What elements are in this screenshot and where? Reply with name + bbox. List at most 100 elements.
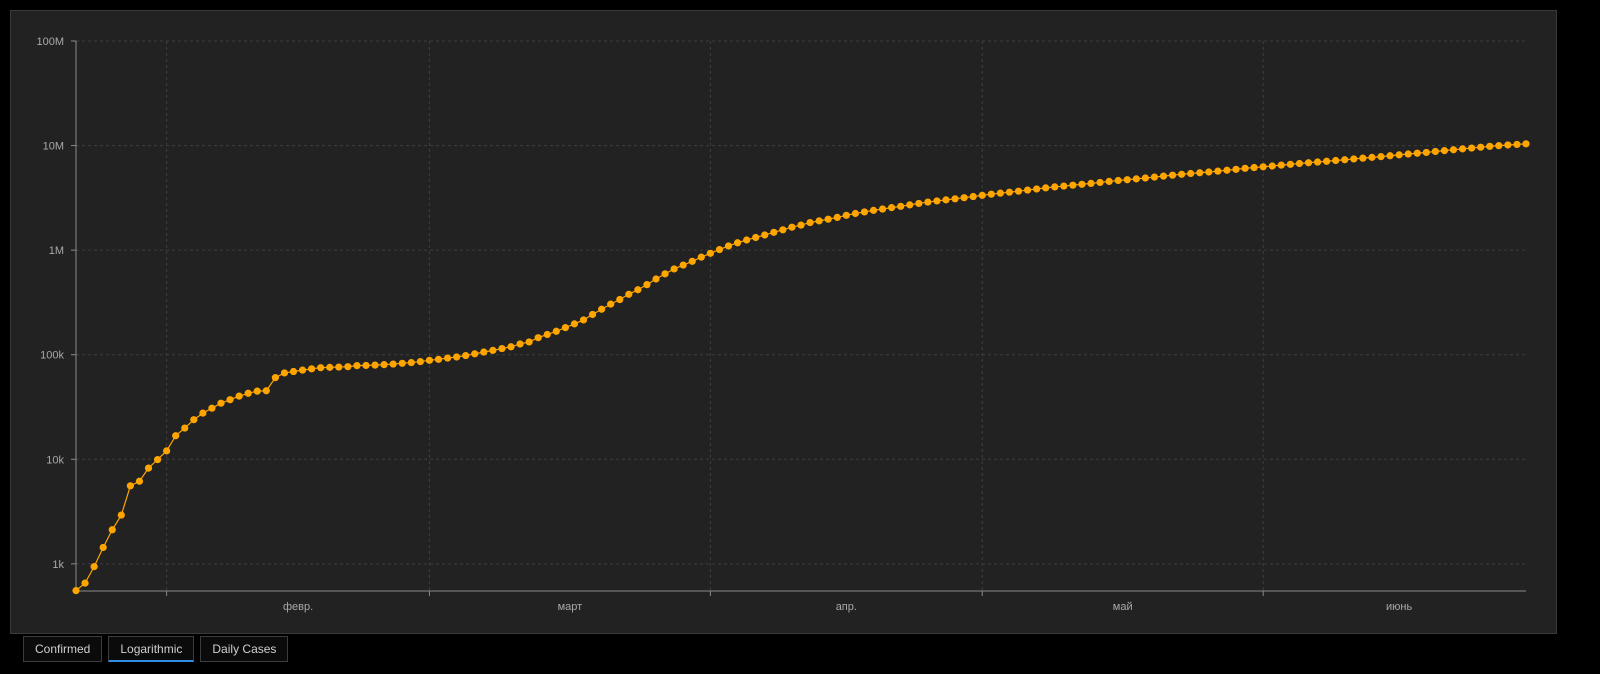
data-point <box>851 209 859 218</box>
data-point <box>761 231 769 239</box>
data-point <box>679 261 687 269</box>
data-point <box>90 563 98 571</box>
data-point <box>226 396 234 404</box>
data-point <box>135 477 144 485</box>
data-point <box>824 215 832 223</box>
data-point <box>552 327 560 335</box>
tab-confirmed[interactable]: Confirmed <box>23 636 103 662</box>
data-point <box>1114 176 1122 185</box>
data-point <box>715 245 724 254</box>
data-point <box>1023 186 1032 194</box>
data-point <box>1087 179 1095 187</box>
data-point <box>153 456 162 464</box>
data-point <box>1250 163 1258 172</box>
data-point <box>516 340 524 348</box>
data-point <box>1350 155 1358 163</box>
data-point <box>498 344 506 353</box>
data-point <box>815 217 823 225</box>
data-point <box>335 363 343 371</box>
chart-panel: 1k 10k 100k 1M 10M 100M февр. март апр. май июнь <box>10 10 1557 634</box>
data-point <box>643 281 651 289</box>
data-point <box>743 236 751 244</box>
data-point <box>1051 183 1059 191</box>
data-point <box>1214 167 1222 175</box>
data-point <box>172 432 180 440</box>
data-point <box>534 334 542 342</box>
data-point <box>1522 140 1530 148</box>
data-point <box>724 242 733 250</box>
data-point <box>1377 153 1385 161</box>
x-tick-label: апр. <box>836 601 857 613</box>
data-point <box>1468 144 1476 152</box>
data-point <box>588 310 597 319</box>
data-point <box>1359 154 1367 162</box>
tab-daily-cases[interactable]: Daily Cases <box>200 636 289 662</box>
data-point <box>1069 181 1077 189</box>
series <box>72 140 1530 595</box>
data-point <box>380 361 388 369</box>
y-tick-label: 10M <box>43 141 64 153</box>
data-point <box>1449 146 1458 154</box>
data-point <box>1413 149 1421 157</box>
data-point <box>208 404 216 412</box>
data-point <box>1232 165 1240 173</box>
data-point <box>752 233 760 242</box>
data-point <box>770 228 778 236</box>
data-point <box>489 346 497 354</box>
data-point <box>978 191 986 199</box>
data-point <box>1096 178 1104 187</box>
data-point <box>1042 184 1050 192</box>
data-point <box>1178 170 1186 178</box>
data-point <box>625 290 633 298</box>
data-point <box>561 324 569 332</box>
data-point <box>1168 171 1177 179</box>
data-point <box>362 361 370 370</box>
data-point <box>144 464 153 472</box>
data-point <box>779 226 787 234</box>
data-point <box>253 387 261 395</box>
data-point <box>570 320 579 328</box>
data-point <box>271 374 279 382</box>
data-point <box>987 190 995 198</box>
data-point <box>199 409 207 417</box>
series-line <box>75 143 1527 592</box>
data-point <box>1404 150 1412 158</box>
data-point <box>181 424 189 432</box>
y-tick-label: 1k <box>52 559 64 571</box>
data-point <box>924 198 932 206</box>
data-point <box>906 201 914 209</box>
data-point <box>72 586 80 595</box>
data-point <box>1304 159 1313 167</box>
data-point <box>163 447 171 455</box>
tick-labels: 1k 10k 100k 1M 10M 100M февр. март апр. май июнь <box>36 36 1412 613</box>
data-point <box>1159 172 1168 180</box>
data-point <box>1504 141 1512 149</box>
data-point <box>507 343 515 351</box>
data-point <box>833 213 841 222</box>
data-point <box>81 579 89 587</box>
data-point <box>1431 147 1439 156</box>
y-tick-label: 100k <box>40 350 64 362</box>
x-tick-label: февр. <box>283 601 313 613</box>
data-point <box>1422 148 1430 157</box>
data-point <box>670 265 678 273</box>
chart-mode-tabs: Confirmed Logarithmic Daily Cases <box>23 636 289 664</box>
data-point <box>951 195 959 203</box>
data-point <box>1395 151 1403 159</box>
data-point <box>1060 182 1068 190</box>
data-point <box>806 218 814 227</box>
data-point <box>1123 176 1131 184</box>
y-tick-label: 100M <box>36 36 64 48</box>
data-point <box>797 221 805 229</box>
data-point <box>480 348 488 356</box>
data-point <box>280 369 289 377</box>
data-point <box>878 205 887 213</box>
data-point <box>969 192 977 201</box>
data-point <box>607 300 615 308</box>
data-point <box>1014 187 1023 195</box>
tab-logarithmic[interactable]: Logarithmic <box>108 636 195 662</box>
data-point <box>860 208 869 216</box>
data-point <box>190 416 198 424</box>
data-point <box>897 202 905 210</box>
data-point <box>443 354 452 362</box>
